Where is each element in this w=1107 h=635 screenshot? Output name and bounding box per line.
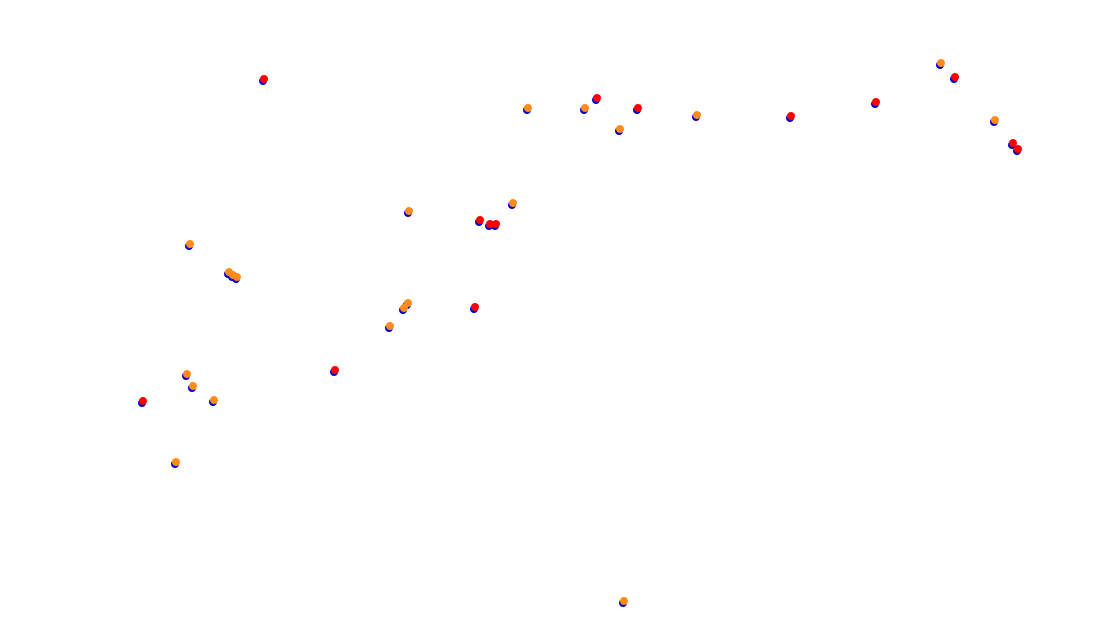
series-2-point-5	[386, 322, 394, 330]
series-1-point-2	[471, 303, 479, 311]
series-2-point-0	[620, 597, 628, 605]
series-1-point-3	[476, 216, 484, 224]
series-2-point-3	[189, 382, 197, 390]
series-1-point-0	[139, 397, 147, 405]
series-1-point-4	[486, 220, 494, 228]
series-1-point-8	[787, 112, 795, 120]
series-1-point-9	[872, 98, 880, 106]
series-1-point-7	[634, 104, 642, 112]
series-2-point-10	[225, 268, 233, 276]
series-2-point-19	[937, 59, 945, 67]
series-2-point-7	[404, 299, 412, 307]
series-1-point-6	[593, 94, 601, 102]
series-0	[138, 61, 1021, 607]
series-2-point-17	[693, 111, 701, 119]
series-2-point-2	[210, 396, 218, 404]
series-1-point-1	[331, 366, 339, 374]
series-2-point-14	[616, 125, 624, 133]
series-2-point-13	[509, 199, 517, 207]
series-2-point-16	[581, 104, 589, 112]
series-1-point-13	[260, 75, 268, 83]
series-2-point-15	[524, 104, 532, 112]
series-2-point-18	[991, 116, 999, 124]
series-2-point-1	[172, 458, 180, 466]
series-2	[172, 59, 999, 605]
series-1-point-11	[1009, 139, 1017, 147]
series-1	[139, 73, 1022, 405]
series-1-point-5	[492, 220, 500, 228]
series-2-point-12	[405, 207, 413, 215]
series-layer	[138, 59, 1022, 607]
series-1-point-10	[1014, 145, 1022, 153]
series-1-point-12	[951, 73, 959, 81]
series-2-point-11	[186, 240, 194, 248]
series-2-point-4	[183, 370, 191, 378]
